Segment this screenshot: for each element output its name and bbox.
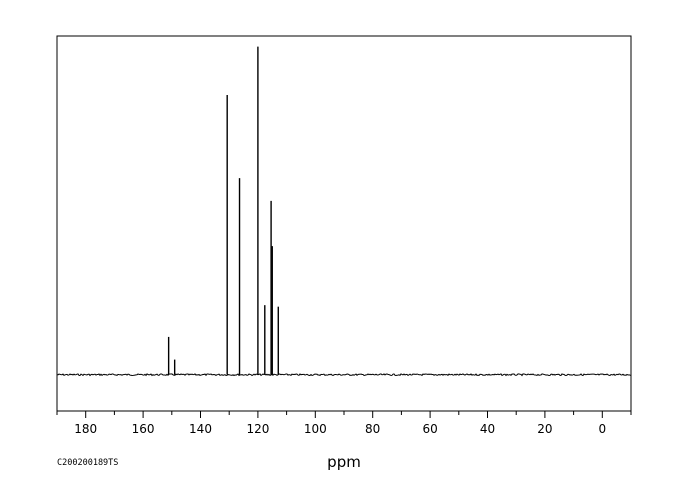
sample-id-label: C200200189TS: [57, 458, 118, 468]
spectrum-peaks: [167, 46, 279, 375]
x-tick-label: 180: [74, 422, 97, 436]
spectrum-baseline: [56, 373, 632, 377]
x-axis-ticks: [56, 411, 632, 418]
x-tick-label: 120: [246, 422, 269, 436]
x-tick-label: 80: [365, 422, 380, 436]
x-tick-label: 20: [537, 422, 552, 436]
x-tick-label: 40: [480, 422, 495, 436]
x-axis-title: ppm: [327, 453, 361, 471]
plot-frame: [56, 35, 632, 412]
x-tick-label: 140: [189, 422, 212, 436]
x-axis-tick-labels: 180 160 140 120 100 80 60 40 20 0: [74, 422, 606, 436]
baseline-trace: [56, 373, 632, 377]
x-tick-label: 160: [132, 422, 155, 436]
x-tick-label: 100: [304, 422, 327, 436]
x-tick-label: 0: [598, 422, 606, 436]
x-tick-label: 60: [422, 422, 437, 436]
